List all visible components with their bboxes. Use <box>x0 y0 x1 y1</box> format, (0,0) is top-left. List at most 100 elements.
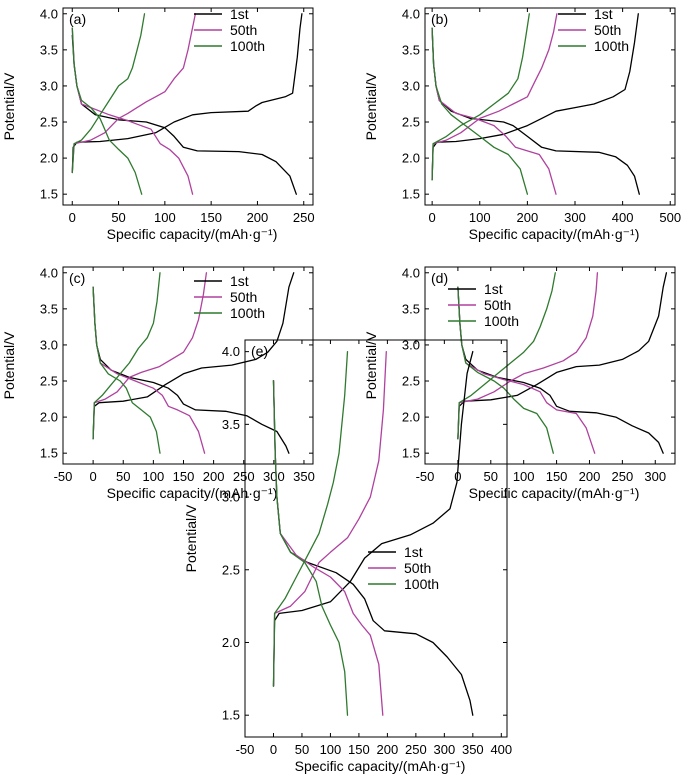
x-axis-label: Specific capacity/(mAh·g⁻¹) <box>107 485 278 501</box>
x-tick-label: 300 <box>263 469 285 484</box>
x-tick-label: -50 <box>54 469 73 484</box>
x-tick-label: 400 <box>612 210 634 225</box>
x-tick-label: 150 <box>348 742 370 757</box>
x-tick-label: 400 <box>490 742 512 757</box>
curve-100th-discharge <box>71 27 143 195</box>
x-tick-label: 0 <box>69 210 76 225</box>
y-tick-label: 3.5 <box>40 42 58 57</box>
x-tick-label: 50 <box>484 469 498 484</box>
curve-100th-charge <box>457 272 556 440</box>
legend-label-1st: 1st <box>404 544 423 560</box>
x-tick-label: 200 <box>247 210 269 225</box>
curve-50th-charge <box>457 272 599 440</box>
x-tick-label: 100 <box>469 210 491 225</box>
y-tick-label: 3.0 <box>402 78 420 93</box>
y-tick-label: 4.0 <box>402 265 420 280</box>
legend-label-1st: 1st <box>594 6 613 22</box>
x-tick-label: 200 <box>377 742 399 757</box>
y-axis-label: Potential/V <box>1 72 17 140</box>
curve-1st-charge <box>457 272 668 440</box>
legend-label-50th: 50th <box>230 289 257 305</box>
y-tick-label: 2.5 <box>402 374 420 389</box>
curve-100th-charge <box>272 350 349 687</box>
x-tick-label: 300 <box>644 469 666 484</box>
curve-1st-discharge <box>71 34 297 195</box>
plot-frame <box>62 7 314 206</box>
y-tick-label: 1.5 <box>222 708 240 723</box>
legend-label-100th: 100th <box>594 38 629 54</box>
x-tick-label: 250 <box>293 210 315 225</box>
x-tick-label: 150 <box>200 210 222 225</box>
y-tick-label: 4.0 <box>222 344 240 359</box>
x-tick-label: 150 <box>546 469 568 484</box>
curve-1st-charge <box>431 13 639 181</box>
x-tick-label: 250 <box>233 469 255 484</box>
y-tick-label: 3.0 <box>222 490 240 505</box>
curve-50th-charge <box>92 272 208 440</box>
curve-100th-charge <box>71 13 146 174</box>
y-tick-label: 2.0 <box>222 635 240 650</box>
x-tick-label: -50 <box>416 469 435 484</box>
curve-100th-discharge <box>457 286 554 454</box>
curve-100th-charge <box>92 272 161 440</box>
x-tick-label: 300 <box>564 210 586 225</box>
y-tick-label: 4.0 <box>40 265 58 280</box>
x-tick-label: 350 <box>462 742 484 757</box>
curve-1st-discharge <box>272 380 474 716</box>
panel-label: (e) <box>251 343 268 359</box>
y-tick-label: 1.5 <box>40 187 58 202</box>
curve-1st-charge <box>71 13 303 174</box>
y-axis-label: Potential/V <box>183 504 199 572</box>
x-tick-label: 100 <box>143 469 165 484</box>
legend-label-50th: 50th <box>594 22 621 38</box>
legend-label-100th: 100th <box>484 313 519 329</box>
panel-label: (d) <box>431 270 448 286</box>
curve-100th-charge <box>431 13 530 181</box>
y-tick-label: 2.5 <box>402 115 420 130</box>
curve-50th-charge <box>71 13 197 174</box>
curve-50th-discharge <box>272 380 384 716</box>
panel-label: (b) <box>431 11 448 27</box>
legend-label-100th: 100th <box>230 305 265 321</box>
x-tick-label: 350 <box>293 469 315 484</box>
plot-frame <box>424 266 676 465</box>
x-tick-label: 50 <box>111 210 125 225</box>
x-tick-label: 0 <box>429 210 436 225</box>
y-tick-label: 3.0 <box>40 78 58 93</box>
x-tick-label: 0 <box>90 469 97 484</box>
legend-label-50th: 50th <box>484 297 511 313</box>
legend-label-1st: 1st <box>484 281 503 297</box>
y-tick-label: 4.0 <box>402 6 420 21</box>
y-axis-label: Potential/V <box>363 72 379 140</box>
legend-label-100th: 100th <box>230 38 265 54</box>
chart-panel-d: -50 0 50 100 150 200 250 3001.52.02.53.03.54.0(… <box>363 265 676 501</box>
y-tick-label: 1.5 <box>402 187 420 202</box>
y-tick-label: 2.5 <box>40 115 58 130</box>
x-axis-label: Specific capacity/(mAh·g⁻¹) <box>469 226 640 242</box>
legend-label-1st: 1st <box>230 6 249 22</box>
curve-50th-discharge <box>457 286 596 454</box>
curve-50th-charge <box>272 350 387 687</box>
y-tick-label: 2.0 <box>402 151 420 166</box>
x-axis-label: Specific capacity/(mAh·g⁻¹) <box>107 226 278 242</box>
x-tick-label: 200 <box>517 210 539 225</box>
x-tick-label: 150 <box>173 469 195 484</box>
legend-label-50th: 50th <box>230 22 257 38</box>
x-tick-label: 100 <box>320 742 342 757</box>
y-tick-label: 3.5 <box>402 301 420 316</box>
y-tick-label: 2.5 <box>40 374 58 389</box>
chart-panel-a: 0 50 100 150 200 250 1.5 2.0 2.5 3.0 3.5 4.0 (a) Spec… <box>1 6 315 242</box>
y-tick-label: 3.5 <box>222 417 240 432</box>
y-tick-label: 3.5 <box>402 42 420 57</box>
x-tick-label: 0 <box>270 742 277 757</box>
x-tick-label: 100 <box>513 469 535 484</box>
legend-label-1st: 1st <box>230 273 249 289</box>
x-tick-label: 100 <box>154 210 176 225</box>
plot-frame <box>424 7 676 206</box>
y-tick-label: 2.0 <box>402 410 420 425</box>
panel-label: (a) <box>69 11 86 27</box>
panel-label: (c) <box>69 270 85 286</box>
curve-50th-charge <box>431 13 558 181</box>
y-tick-label: 4.0 <box>40 6 58 21</box>
